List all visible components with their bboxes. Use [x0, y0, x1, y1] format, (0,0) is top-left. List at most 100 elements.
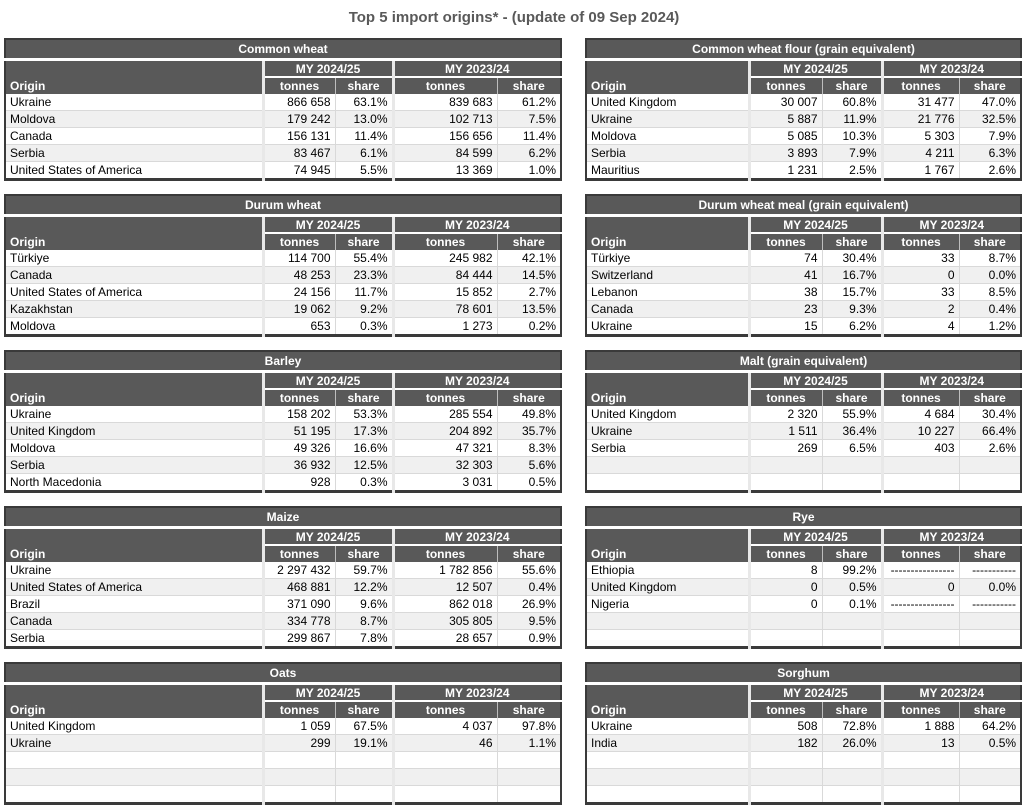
table-row — [586, 751, 1022, 769]
tonnes-current-cell: 1 511 — [749, 422, 823, 440]
share-previous-column-header: share — [497, 389, 562, 406]
origin-cell: India — [586, 734, 751, 752]
column-header-row: Origin tonnes share tonnes share — [586, 77, 1021, 94]
tonnes-current-cell: 51 195 — [263, 422, 336, 440]
share-previous-cell — [959, 630, 1021, 648]
table-row: Serbia 3 893 7.9% 4 211 6.3% — [586, 144, 1021, 162]
tonnes-current-cell: 41 — [749, 266, 823, 284]
origin-group-spacer — [5, 371, 265, 389]
share-previous-cell: 6.3% — [959, 144, 1021, 162]
share-previous-column-header: share — [959, 545, 1022, 562]
period-header-previous: MY 2023/24 — [393, 59, 562, 78]
period-header-current: MY 2024/25 — [749, 215, 884, 234]
tonnes-previous-cell: 305 805 — [393, 612, 498, 630]
tonnes-previous-cell: 46 — [393, 734, 498, 752]
tonnes-current-cell: 1 231 — [749, 161, 823, 180]
tonnes-current-cell: 156 131 — [263, 127, 336, 145]
table-row: Serbia 269 6.5% 403 2.6% — [586, 439, 1022, 457]
table-row: United Kingdom 0 0.5% 0 0.0% — [586, 578, 1022, 596]
share-previous-column-header: share — [959, 233, 1022, 250]
tonnes-current-cell: 334 778 — [263, 612, 336, 630]
origin-group-spacer — [5, 527, 265, 545]
tonnes-current-cell: 5 887 — [749, 110, 823, 128]
tonnes-current-cell — [749, 612, 823, 630]
share-previous-cell: 8.7% — [959, 250, 1022, 267]
table-title-row: Common wheat — [5, 39, 562, 61]
origin-group-spacer — [586, 371, 751, 389]
share-previous-cell: 35.7% — [497, 422, 562, 440]
tonnes-current-column-header: tonnes — [749, 701, 823, 718]
share-previous-column-header: share — [497, 545, 561, 562]
share-current-cell — [822, 751, 884, 769]
table-row: Lebanon 38 15.7% 33 8.5% — [586, 283, 1022, 301]
share-previous-cell — [497, 786, 561, 804]
tonnes-current-cell: 49 326 — [263, 439, 336, 457]
origin-cell: Kazakhstan — [5, 300, 265, 318]
table-title: Oats — [5, 663, 562, 685]
table-title-row: Durum wheat — [5, 195, 562, 217]
origin-cell: United Kingdom — [586, 406, 751, 423]
column-header-row: Origin tonnes share tonnes share — [5, 77, 562, 94]
share-previous-cell: 13.5% — [497, 300, 562, 318]
table-row: Moldova 49 326 16.6% 47 321 8.3% — [5, 439, 562, 457]
share-current-cell: 0.1% — [822, 595, 884, 613]
share-previous-cell: 0.4% — [497, 578, 561, 596]
tonnes-current-cell: 179 242 — [263, 110, 336, 128]
origin-cell: Türkiye — [5, 250, 265, 267]
tonnes-previous-cell — [393, 785, 498, 804]
column-header-row: Origin tonnes share tonnes share — [5, 233, 562, 250]
share-previous-cell: 1.2% — [988, 319, 1017, 333]
table-title: Barley — [5, 351, 562, 373]
tonnes-previous-cell: 78 601 — [393, 300, 498, 318]
share-previous-cell: 1.1% — [497, 734, 562, 752]
tonnes-current-column-header: tonnes — [263, 701, 336, 718]
origin-column-header: Origin — [5, 77, 265, 94]
share-previous-cell — [497, 751, 562, 769]
tonnes-previous-cell: 32 303 — [393, 456, 498, 474]
origin-cell: Canada — [5, 127, 265, 145]
share-current-cell — [822, 785, 884, 804]
period-header-current: MY 2024/25 — [263, 215, 395, 234]
table-row: Ukraine 508 72.8% 1 888 64.2% — [586, 718, 1022, 735]
table-title-row: Oats — [5, 663, 562, 685]
table-title-row: Rye — [586, 507, 1022, 529]
tonnes-previous-cell: 4 037 — [393, 718, 498, 735]
column-header-row: Origin tonnes share tonnes share — [5, 701, 562, 718]
share-current-cell: 5.5% — [335, 161, 395, 180]
period-header-row: MY 2024/25 MY 2023/24 — [5, 371, 562, 390]
page-title: Top 5 import origins* - (update of 09 Se… — [348, 9, 680, 26]
table-row — [586, 629, 1021, 648]
share-current-cell: 23.3% — [335, 266, 395, 284]
tonnes-current-cell: 371 090 — [263, 595, 336, 613]
tonnes-previous-cell: 21 776 — [882, 110, 960, 128]
origin-column-header: Origin — [586, 545, 751, 562]
tonnes-previous-cell: 0 — [882, 578, 960, 596]
share-previous-cell: 26.9% — [497, 595, 561, 613]
share-previous-cell: 2.6% — [959, 439, 1022, 457]
table-row: Moldova 5 085 10.3% 5 303 7.9% — [586, 127, 1021, 145]
column-header-row: Origin tonnes share tonnes share — [586, 233, 1022, 250]
table-row: United Kingdom 30 007 60.8% 31 477 47.0% — [586, 94, 1021, 111]
table-title: Common wheat flour (grain equivalent) — [586, 39, 1021, 61]
table-row: North Macedonia 928 0.3% 3 031 0.5% — [5, 473, 561, 492]
share-current-cell: 9.3% — [822, 300, 884, 318]
share-current-cell: 72.8% — [822, 718, 884, 735]
share-previous-cell: 8.3% — [497, 439, 562, 457]
share-current-cell: 9.2% — [335, 300, 395, 318]
origin-group-spacer — [586, 527, 751, 545]
share-current-cell: 6.2% — [822, 317, 884, 336]
share-current-cell: 15.7% — [822, 283, 884, 301]
table-row: Ethiopia 8 99.2% ---------------- ----------… — [586, 562, 1022, 579]
share-previous-cell: 30.4% — [959, 406, 1022, 423]
tonnes-previous-cell: 15 852 — [393, 283, 498, 301]
table-row: Ukraine 299 19.1% 46 1.1% — [5, 734, 562, 752]
period-header-previous: MY 2023/24 — [393, 527, 561, 546]
period-header-previous: MY 2023/24 — [882, 683, 1022, 702]
commodity-table: Maize MY 2024/25 MY 2023/24 Origin tonnes sha… — [4, 506, 562, 649]
share-previous-cell: 42.1% — [497, 250, 562, 267]
share-current-cell — [335, 751, 395, 769]
tonnes-previous-column-header: tonnes — [393, 77, 498, 94]
share-current-cell: 36.4% — [822, 422, 884, 440]
origin-cell — [586, 456, 751, 474]
origin-cell: Ukraine — [586, 110, 751, 128]
